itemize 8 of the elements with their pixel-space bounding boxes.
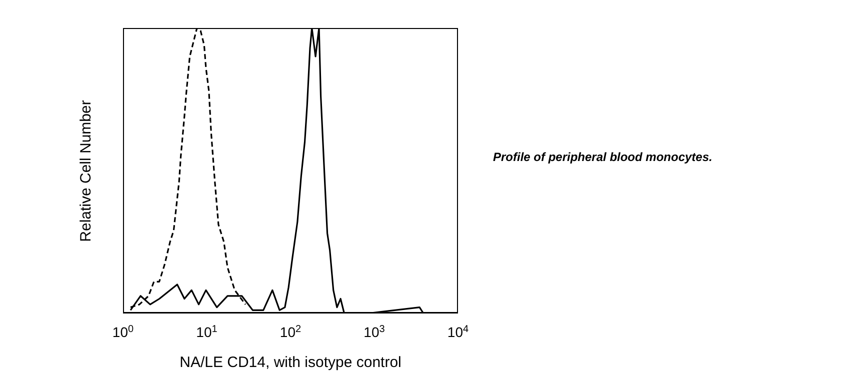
x-tick-label: 10$^{0}$	[112, 324, 134, 340]
text: Profile of peripheral blood monocytes.	[493, 149, 714, 166]
x-tick-label: 10$^{1}$	[196, 324, 218, 340]
x-tick-label: 10$^{3}$	[364, 324, 386, 340]
x-tick-label: 10$^{4}$	[447, 324, 470, 340]
x-axis-title: NA/LE CD14, with isotype control	[180, 354, 402, 371]
y-axis-title: Relative Cell Number	[78, 100, 94, 242]
x-tick-label: 10$^{2}$	[280, 324, 302, 340]
